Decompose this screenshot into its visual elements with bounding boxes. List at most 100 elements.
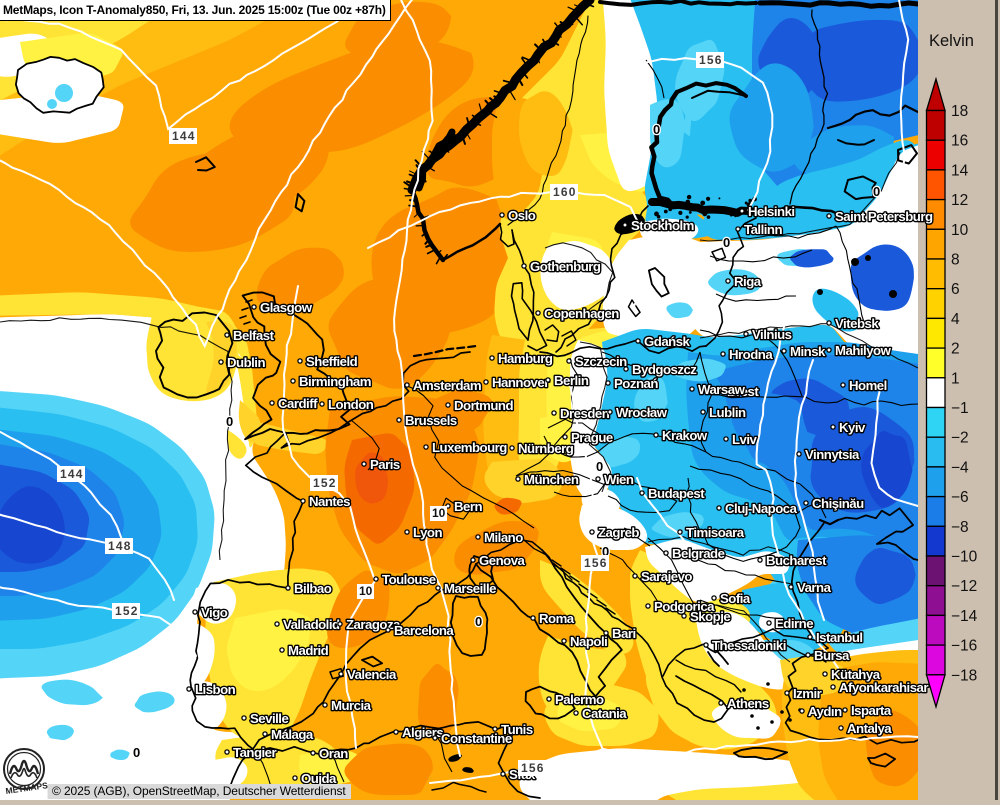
svg-text:Bydgoszcz: Bydgoszcz [632, 362, 697, 377]
svg-text:Roma: Roma [539, 611, 575, 626]
svg-text:Thessaloniki: Thessaloniki [712, 638, 786, 653]
svg-text:Mahilyow: Mahilyow [835, 343, 892, 358]
svg-text:Bursa: Bursa [814, 648, 850, 663]
svg-text:Zaragoza: Zaragoza [346, 617, 401, 632]
svg-text:Athens: Athens [727, 696, 769, 711]
svg-text:Istanbul: Istanbul [816, 630, 863, 645]
svg-text:Cardiff: Cardiff [278, 396, 318, 411]
svg-text:Dortmund: Dortmund [454, 398, 513, 413]
svg-text:Prague: Prague [571, 430, 613, 445]
svg-text:Oslo: Oslo [508, 208, 536, 223]
svg-text:−12: −12 [951, 578, 977, 595]
svg-text:Barcelona: Barcelona [394, 623, 454, 638]
svg-text:Kyiv: Kyiv [839, 420, 866, 435]
svg-text:Sarajevo: Sarajevo [641, 569, 692, 584]
svg-text:Gdańsk: Gdańsk [644, 334, 691, 349]
svg-text:München: München [524, 472, 579, 487]
svg-text:Lublin: Lublin [709, 405, 746, 420]
svg-text:2: 2 [951, 341, 960, 358]
svg-text:Constantine: Constantine [441, 731, 512, 746]
svg-text:Nürnberg: Nürnberg [518, 441, 574, 456]
svg-text:Wrocław: Wrocław [616, 405, 668, 420]
svg-text:−14: −14 [951, 608, 978, 625]
svg-text:Antalya: Antalya [847, 721, 892, 736]
svg-text:Berlin: Berlin [554, 373, 589, 388]
svg-text:0: 0 [133, 745, 140, 760]
svg-text:Krakow: Krakow [662, 428, 708, 443]
svg-text:−4: −4 [951, 459, 969, 476]
svg-text:−8: −8 [951, 519, 969, 536]
svg-text:Warsaw: Warsaw [698, 382, 746, 397]
svg-text:Tunis: Tunis [501, 722, 533, 737]
svg-text:−16: −16 [951, 638, 977, 655]
svg-text:Hannover: Hannover [492, 375, 549, 390]
svg-text:Timisoara: Timisoara [686, 525, 745, 540]
svg-text:Saint Petersburg: Saint Petersburg [835, 209, 933, 224]
svg-text:Seville: Seville [250, 711, 288, 726]
svg-text:Dublin: Dublin [227, 355, 265, 370]
svg-text:0: 0 [226, 414, 233, 429]
svg-text:Vigo: Vigo [201, 605, 228, 620]
svg-text:Riga: Riga [734, 274, 762, 289]
svg-text:18: 18 [951, 103, 968, 120]
svg-text:Oujda: Oujda [301, 771, 337, 786]
svg-text:Brussels: Brussels [405, 413, 457, 428]
svg-text:Podgorica: Podgorica [654, 599, 715, 614]
svg-text:Napoli: Napoli [570, 634, 607, 649]
svg-text:−10: −10 [951, 549, 978, 566]
svg-text:Glasgow: Glasgow [260, 300, 313, 315]
svg-text:Paris: Paris [370, 457, 400, 472]
svg-text:London: London [328, 397, 374, 412]
svg-text:16: 16 [951, 133, 968, 150]
svg-text:Genova: Genova [479, 553, 526, 568]
svg-text:Wien: Wien [604, 472, 634, 487]
svg-text:10: 10 [951, 222, 969, 239]
svg-text:Zagreb: Zagreb [598, 525, 639, 540]
svg-text:Málaga: Málaga [271, 727, 314, 742]
svg-text:Cluj-Napoca: Cluj-Napoca [725, 501, 798, 516]
svg-text:0: 0 [723, 235, 730, 250]
svg-text:12: 12 [951, 192, 968, 209]
svg-text:Tallinn: Tallinn [744, 222, 782, 237]
svg-text:1: 1 [951, 370, 960, 387]
svg-text:Aydın: Aydın [808, 704, 842, 719]
svg-text:0: 0 [653, 122, 660, 137]
svg-text:0: 0 [873, 184, 880, 199]
svg-text:Chişinău: Chişinău [812, 496, 864, 511]
svg-text:Hamburg: Hamburg [498, 351, 553, 366]
svg-text:Minsk: Minsk [790, 344, 826, 359]
svg-text:Edirne: Edirne [775, 616, 813, 631]
svg-text:0: 0 [475, 614, 482, 629]
svg-text:Nantes: Nantes [309, 494, 350, 509]
svg-text:Catania: Catania [582, 706, 627, 721]
svg-text:−18: −18 [951, 667, 977, 684]
svg-text:Poznań: Poznań [614, 376, 658, 391]
svg-text:6: 6 [951, 281, 960, 298]
svg-text:Dresden: Dresden [560, 406, 610, 421]
svg-text:8: 8 [951, 252, 960, 269]
svg-text:Bucharest: Bucharest [766, 553, 827, 568]
svg-text:Helsinki: Helsinki [748, 204, 795, 219]
svg-text:Isparta: Isparta [851, 703, 892, 718]
svg-text:Murcia: Murcia [331, 698, 372, 713]
svg-text:4: 4 [951, 311, 960, 328]
svg-text:Lisbon: Lisbon [195, 682, 236, 697]
svg-text:Milano: Milano [484, 530, 523, 545]
svg-text:Gothenburg: Gothenburg [530, 259, 601, 274]
svg-text:Sofia: Sofia [720, 591, 751, 606]
svg-text:Szczecin: Szczecin [575, 354, 627, 369]
svg-text:Afyonkarahisar: Afyonkarahisar [839, 680, 928, 695]
svg-text:Marseille: Marseille [444, 581, 496, 596]
svg-text:−1: −1 [951, 400, 969, 417]
svg-text:−2: −2 [951, 430, 969, 447]
svg-text:Valencia: Valencia [347, 667, 397, 682]
svg-text:Palermo: Palermo [555, 692, 604, 707]
svg-text:Kelvin: Kelvin [929, 32, 974, 50]
svg-text:Brest: Brest [727, 384, 759, 399]
svg-text:Varna: Varna [797, 580, 832, 595]
svg-text:Lyon: Lyon [413, 525, 442, 540]
svg-text:Madrid: Madrid [288, 643, 329, 658]
svg-text:Birmingham: Birmingham [299, 374, 371, 389]
svg-text:Belfast: Belfast [233, 328, 275, 343]
svg-text:Vitebsk: Vitebsk [835, 316, 879, 331]
